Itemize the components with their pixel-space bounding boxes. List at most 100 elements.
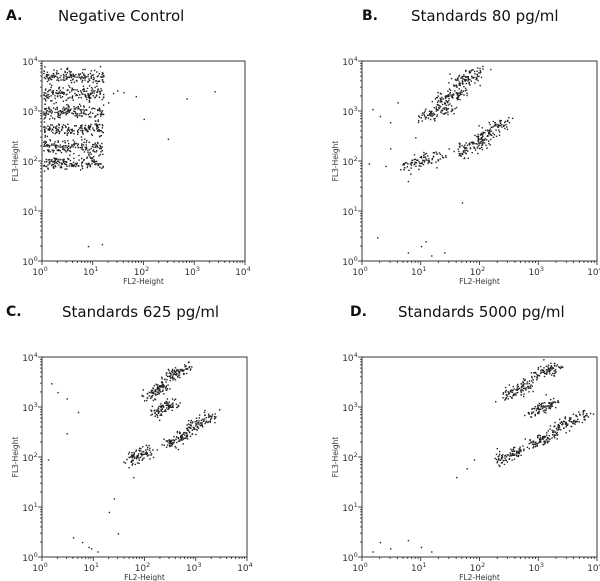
scatter-point (72, 139, 74, 141)
scatter-point (501, 124, 503, 126)
scatter-point (80, 76, 83, 78)
scatter-point (84, 76, 86, 78)
scatter-point (546, 442, 549, 444)
scatter-point (465, 89, 468, 91)
scatter-point (173, 377, 175, 380)
scatter-point (62, 108, 64, 110)
scatter-point (531, 385, 533, 387)
scatter-point (466, 468, 468, 470)
scatter-point (179, 376, 181, 379)
scatter-point (55, 101, 57, 104)
scatter-point (475, 142, 477, 145)
scatter-point (505, 454, 507, 456)
scatter-point (101, 150, 103, 152)
scatter-point (547, 368, 549, 370)
scatter-point (490, 134, 492, 136)
scatter-point (74, 146, 77, 149)
scatter-point (169, 379, 171, 382)
scatter-point (166, 407, 168, 409)
scatter-point (574, 423, 576, 425)
scatter-point (561, 421, 563, 424)
scatter-point (166, 401, 168, 403)
scatter-point (482, 68, 484, 70)
scatter-point (419, 156, 422, 158)
scatter-point (91, 74, 93, 76)
scatter-point (503, 125, 505, 128)
scatter-point (461, 202, 464, 204)
scatter-point (92, 149, 95, 151)
y-tick-label: 103 (342, 105, 358, 118)
scatter-point (87, 93, 89, 95)
scatter-point (573, 422, 575, 424)
plot-frame (361, 356, 598, 558)
scatter-point (499, 125, 501, 127)
scatter-point (69, 96, 71, 99)
scatter-point (56, 73, 58, 75)
scatter-point (408, 169, 410, 171)
scatter-point (58, 149, 60, 152)
scatter-point (552, 401, 554, 403)
scatter-point (46, 144, 48, 146)
scatter-point (84, 79, 86, 81)
scatter-point (66, 68, 69, 71)
scatter-point (466, 92, 468, 95)
y-tick-label: 103 (22, 401, 38, 414)
scatter-point (458, 84, 460, 86)
scatter-point (172, 404, 174, 406)
scatter-point (52, 117, 54, 119)
scatter-point (436, 115, 438, 118)
scatter-point (61, 96, 64, 98)
scatter-point (67, 140, 69, 142)
scatter-point (157, 411, 160, 413)
scatter-point (145, 449, 147, 451)
scatter-point (521, 389, 523, 391)
scatter-point (53, 162, 56, 164)
scatter-point (449, 103, 451, 105)
scatter-point (159, 419, 161, 422)
y-tick-label: 104 (342, 351, 358, 364)
scatter-point (461, 144, 463, 147)
scatter-point (169, 441, 171, 443)
scatter-point (95, 163, 97, 166)
scatter-point (85, 76, 88, 78)
scatter-point (537, 435, 539, 437)
scatter-point (70, 75, 73, 77)
scatter-point (436, 114, 439, 116)
scatter-point (578, 421, 580, 423)
scatter-point (48, 144, 50, 147)
scatter-point (191, 366, 193, 368)
scatter-point (78, 76, 80, 79)
scatter-point (424, 153, 426, 155)
scatter-point (495, 124, 497, 127)
scatter-point (81, 148, 83, 151)
scatter-point (169, 375, 171, 377)
scatter-point (75, 79, 78, 82)
scatter-point (210, 417, 213, 419)
scatter-point (51, 164, 53, 167)
scatter-point (479, 70, 481, 72)
scatter-point (141, 459, 143, 461)
scatter-point (54, 157, 57, 160)
scatter-point (584, 409, 586, 412)
scatter-point (58, 91, 61, 93)
scatter-point (450, 105, 453, 107)
scatter-point (56, 96, 59, 98)
scatter-point (413, 158, 415, 161)
scatter-point (150, 391, 153, 393)
scatter-point (51, 84, 53, 87)
scatter-point (103, 96, 105, 98)
scatter-point (160, 406, 162, 409)
scatter-point (98, 155, 100, 157)
scatter-point (86, 157, 88, 159)
scatter-point (66, 67, 69, 69)
scatter-point (71, 112, 73, 114)
scatter-point (179, 440, 181, 442)
scatter-point (161, 384, 164, 386)
scatter-point (465, 69, 467, 72)
scatter-point (479, 142, 482, 144)
scatter-point (475, 78, 477, 81)
x-tick-label: 103 (184, 265, 200, 278)
scatter-point (463, 94, 465, 96)
scatter-point (51, 75, 54, 77)
scatter-point (156, 391, 159, 393)
